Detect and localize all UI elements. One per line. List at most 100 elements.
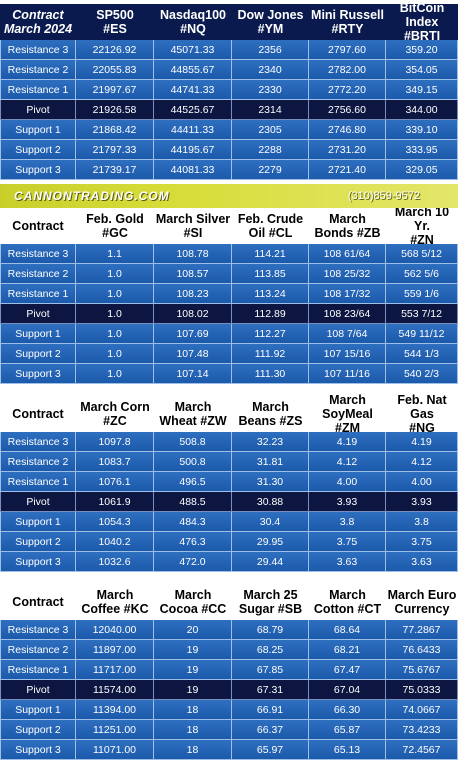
table-row: Support 3 21739.17 44081.33 2279 2721.40 329.… [0,160,458,180]
pivot-table-4: Contract March Coffee #KC March Cocoa #CC M… [0,584,458,760]
banner-brand[interactable]: CANNONTRADING.COM [14,189,170,203]
pivot-table-3: Contract March Corn #ZC March Wheat #ZW Mar… [0,393,458,572]
row-label: Resistance 3 [0,244,76,264]
table-cell: 18 [154,740,232,760]
row-label: Resistance 3 [0,432,76,452]
table-cell: 45071.33 [154,40,232,60]
row-label: Support 3 [0,160,76,180]
pivot-row: Pivot 21926.58 44525.67 2314 2756.60 344.00 [0,100,458,120]
table-cell: 111.30 [232,364,309,384]
table-cell: 2288 [232,140,309,160]
header-column: March Wheat #ZW [159,400,227,428]
table-cell: 68.25 [232,640,309,660]
row-label: Resistance 1 [0,472,76,492]
table-cell: 68.21 [309,640,386,660]
table-cell: 568 5/12 [386,244,458,264]
header-column: Feb. Gold #GC [86,212,144,240]
header-column: March Beans #ZS [238,400,303,428]
table-cell: 21739.17 [76,160,154,180]
table-cell: 496.5 [154,472,232,492]
table-row: Resistance 3 1097.8 508.8 32.23 4.19 4.19 [0,432,458,452]
table-cell: 1040.2 [76,532,154,552]
table-cell: 2797.60 [309,40,386,60]
row-label: Support 1 [0,700,76,720]
table-cell: 67.85 [232,660,309,680]
table-cell: 108.57 [154,264,232,284]
table-cell: 2756.60 [309,100,386,120]
banner-phone: (310)859-9572 [347,190,420,202]
table-cell: 31.81 [232,452,309,472]
table-cell: 22055.83 [76,60,154,80]
table-cell: 21797.33 [76,140,154,160]
pivot-row: Pivot 11574.00 19 67.31 67.04 75.0333 [0,680,458,700]
table-cell: 1083.7 [76,452,154,472]
table-cell: 2330 [232,80,309,100]
table-cell: 1.0 [76,304,154,324]
table-cell: 508.8 [154,432,232,452]
table-cell: 12040.00 [76,620,154,640]
table-cell: 1.0 [76,284,154,304]
table-cell: 2721.40 [309,160,386,180]
header-column: March Cocoa #CC [159,588,227,616]
table-cell: 29.44 [232,552,309,572]
table-cell: 111.92 [232,344,309,364]
table-cell: 1054.3 [76,512,154,532]
row-label: Resistance 1 [0,284,76,304]
table-cell: 344.00 [386,100,458,120]
table-cell: 44411.33 [154,120,232,140]
table-cell: 4.12 [386,452,458,472]
table-cell: 4.00 [309,472,386,492]
table-cell: 66.37 [232,720,309,740]
table-cell: 3.75 [386,532,458,552]
table-cell: 3.93 [309,492,386,512]
table-cell: 108 61/64 [309,244,386,264]
table-cell: 66.30 [309,700,386,720]
table-cell: 72.4567 [386,740,458,760]
table-row: Support 1 11394.00 18 66.91 66.30 74.0667 [0,700,458,720]
table-cell: 108 7/64 [309,324,386,344]
table-cell: 44525.67 [154,100,232,120]
header-column: March Euro Currency [387,588,457,616]
table-cell: 108 23/64 [309,304,386,324]
table-cell: 11071.00 [76,740,154,760]
table-cell: 30.4 [232,512,309,532]
table-cell: 2314 [232,100,309,120]
table-cell: 107.69 [154,324,232,344]
table-cell: 4.19 [386,432,458,452]
table-header: Contract March Coffee #KC March Cocoa #CC M… [0,584,458,620]
header-contract: Contract [12,595,64,609]
header-column: Feb. Crude Oil #CL [237,212,304,240]
table-cell: 2772.20 [309,80,386,100]
table-cell: 1.0 [76,324,154,344]
table-row: Support 1 1.0 107.69 112.27 108 7/64 549 11/1… [0,324,458,344]
header-column: Nasdaq100 #NQ [154,4,232,40]
table-row: Support 3 11071.00 18 65.97 65.13 72.4567 [0,740,458,760]
table-cell: 44741.33 [154,80,232,100]
row-label: Resistance 1 [0,80,76,100]
table-cell: 339.10 [386,120,458,140]
table-cell: 114.21 [232,244,309,264]
row-label: Support 3 [0,552,76,572]
table-cell: 107 11/16 [309,364,386,384]
table-cell: 66.91 [232,700,309,720]
table-row: Support 2 21797.33 44195.67 2288 2731.20 333.… [0,140,458,160]
table-cell: 4.19 [309,432,386,452]
table-cell: 113.24 [232,284,309,304]
table-cell: 65.97 [232,740,309,760]
table-row: Resistance 3 12040.00 20 68.79 68.64 77.2867 [0,620,458,640]
table-cell: 107.48 [154,344,232,364]
table-cell: 333.95 [386,140,458,160]
table-cell: 11717.00 [76,660,154,680]
table-cell: 108 25/32 [309,264,386,284]
table-row: Resistance 3 22126.92 45071.33 2356 2797.60 3… [0,40,458,60]
table-cell: 11574.00 [76,680,154,700]
row-label: Support 3 [0,740,76,760]
table-cell: 476.3 [154,532,232,552]
table-cell: 68.64 [309,620,386,640]
table-row: Resistance 1 1076.1 496.5 31.30 4.00 4.00 [0,472,458,492]
table-cell: 2279 [232,160,309,180]
table-cell: 19 [154,660,232,680]
table-cell: 108 17/32 [309,284,386,304]
header-column: BitCoin Index #BRTI [386,1,458,43]
pivot-row: Pivot 1.0 108.02 112.89 108 23/64 553 7/12 [0,304,458,324]
